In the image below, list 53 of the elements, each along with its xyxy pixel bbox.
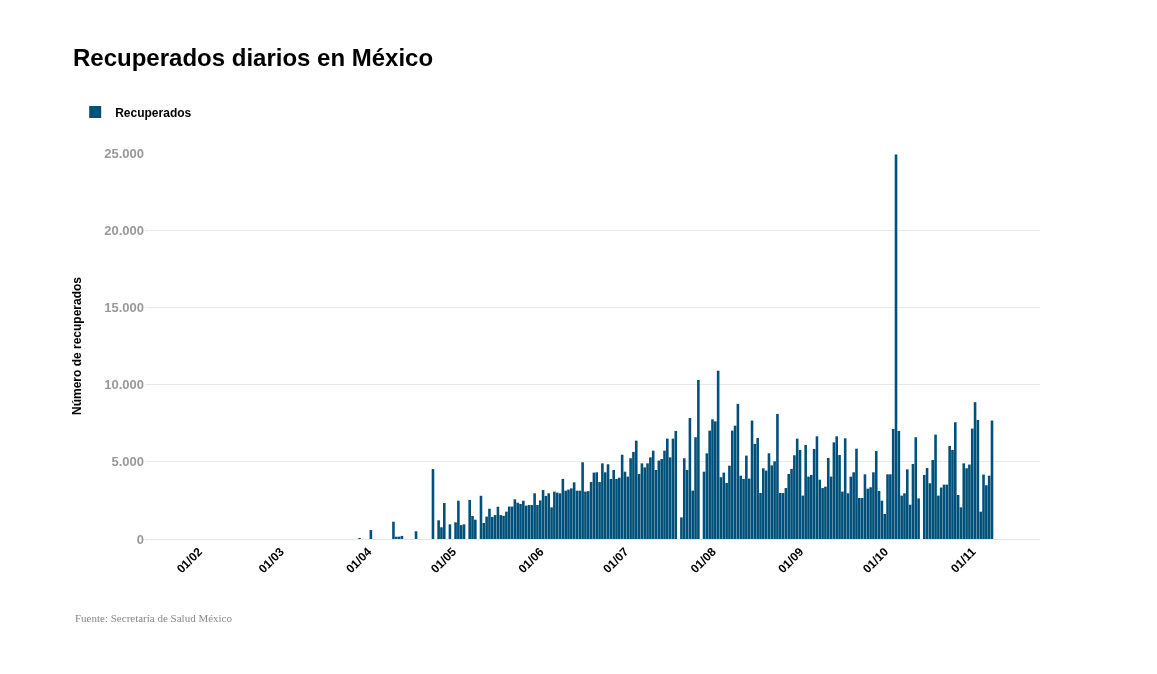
bar (826, 457, 830, 539)
bar (522, 500, 525, 539)
bar (914, 437, 918, 539)
bar (502, 515, 505, 539)
bar (886, 474, 889, 539)
bar (651, 450, 655, 539)
y-tick-label: 25.000 (104, 145, 144, 161)
bar (519, 503, 522, 539)
bar (601, 463, 604, 539)
legend-label: Recuperados (115, 105, 192, 120)
bar (468, 499, 471, 539)
bar (722, 472, 726, 539)
y-tick-label: 20.000 (104, 222, 144, 238)
bar (643, 467, 647, 539)
bar (488, 508, 491, 539)
bar (612, 469, 615, 539)
bar (437, 520, 440, 539)
bar (730, 430, 734, 539)
bar (954, 422, 957, 539)
bar (442, 503, 446, 539)
y-tick-label: 5.000 (111, 454, 144, 470)
bar (474, 519, 477, 539)
bar (567, 489, 570, 539)
bar (874, 450, 878, 539)
y-axis-title: Número de recuperados (69, 276, 84, 416)
bar (906, 469, 909, 539)
bar (457, 500, 460, 539)
y-tick-label: 15.000 (104, 299, 144, 315)
bar (581, 462, 584, 539)
y-tick-label: 0 (136, 531, 144, 547)
bar (533, 493, 536, 539)
bar (776, 413, 779, 539)
source-note: Fuente: Secretaría de Salud México (75, 612, 233, 624)
bar (982, 474, 985, 539)
chart-title: Recuperados diarios en México (73, 44, 434, 72)
bar (674, 430, 678, 539)
bar (634, 440, 638, 539)
bar (745, 455, 748, 539)
bar (804, 444, 807, 539)
bar (392, 521, 395, 539)
y-tick-label: 10.000 (104, 377, 144, 393)
bar (666, 438, 669, 539)
bar (835, 436, 839, 539)
bar (553, 491, 556, 539)
bar (711, 419, 714, 539)
bar (505, 511, 508, 539)
bar (948, 445, 951, 539)
bar (682, 458, 686, 539)
bar (962, 463, 966, 539)
bar (697, 379, 700, 539)
bar (756, 438, 759, 539)
bar (855, 448, 858, 539)
bar (934, 434, 937, 539)
